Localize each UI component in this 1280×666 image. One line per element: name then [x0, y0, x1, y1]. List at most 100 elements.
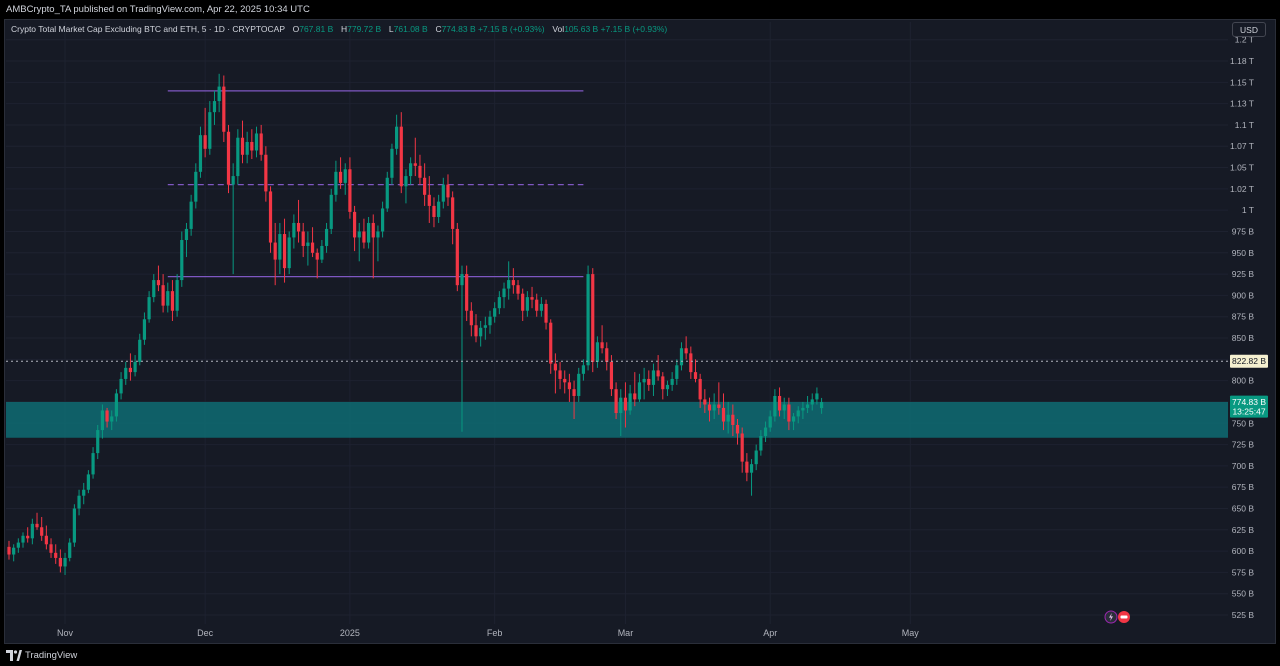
tradingview-logo-icon [6, 650, 22, 661]
last-price-box [1230, 395, 1268, 418]
candle [133, 355, 137, 377]
candle [77, 489, 81, 516]
candle [320, 240, 324, 264]
candle [156, 265, 161, 292]
candle-body [352, 211, 357, 238]
candle [763, 421, 768, 443]
volume-label: Vol [552, 24, 565, 34]
candle [236, 129, 240, 185]
candle-body [306, 242, 310, 246]
y-tick-label: 1 T [1242, 205, 1254, 215]
candle-body [278, 234, 282, 260]
candle [535, 293, 539, 317]
candle [203, 107, 207, 158]
candle-body [409, 163, 413, 177]
candle [208, 101, 212, 155]
candle [376, 225, 380, 262]
candle [745, 453, 749, 482]
candle [502, 282, 506, 309]
candle-body [558, 370, 562, 379]
chart-icons[interactable] [1104, 610, 1132, 624]
candle-body [791, 416, 796, 422]
candle-body [563, 378, 567, 383]
candle [553, 353, 557, 394]
candle [259, 124, 263, 161]
symbol-title[interactable]: Crypto Total Market Cap Excluding BTC an… [11, 24, 285, 34]
candle-body [651, 370, 656, 385]
candle [628, 384, 632, 415]
candle-body [292, 222, 296, 238]
candle-body [222, 86, 226, 132]
candle [72, 504, 76, 547]
candle-body [119, 378, 123, 394]
candle [329, 188, 333, 235]
candle-body [399, 126, 403, 187]
candle-body [642, 378, 646, 383]
candle-body [535, 299, 539, 311]
candle [21, 532, 25, 548]
candle-body [63, 557, 67, 567]
candle-body [437, 201, 441, 217]
y-tick-label: 925 B [1232, 269, 1255, 279]
candle [423, 163, 427, 206]
last-price-label: 774.83 B [1232, 397, 1266, 407]
candle [530, 286, 534, 309]
candle [142, 312, 147, 345]
candle [661, 372, 665, 400]
candle [40, 517, 44, 541]
lightning-icon[interactable] [1104, 610, 1118, 624]
candle [54, 544, 58, 564]
candle [198, 126, 203, 178]
currency-button[interactable]: USD [1232, 22, 1266, 37]
candle-body [296, 222, 301, 232]
candle-body [362, 231, 366, 243]
candle-body [731, 414, 735, 425]
candle [385, 171, 389, 212]
candle-body [735, 424, 740, 434]
candle [362, 218, 366, 249]
candle-body [231, 176, 235, 185]
candle [591, 268, 595, 373]
candle-body [12, 547, 16, 555]
candle-body [390, 148, 394, 178]
candle-body [451, 197, 455, 229]
candle [637, 373, 642, 402]
volume-value: 105.63 B +7.15 B (+0.93%) [564, 24, 668, 34]
y-tick-label: 900 B [1232, 290, 1255, 300]
x-tick-label: Feb [487, 628, 503, 638]
x-axis[interactable]: Nov Dec 2025 Feb Mar Apr May [57, 628, 919, 638]
candle [343, 163, 347, 195]
close-label: C [435, 24, 442, 34]
candle-body [96, 430, 100, 454]
candle-body [633, 393, 637, 400]
candle-body [609, 361, 614, 390]
candle-body [427, 194, 431, 206]
candle-body [717, 404, 721, 408]
candle [250, 129, 254, 160]
candle-body [82, 489, 86, 496]
chart-legend[interactable]: Crypto Total Market Cap Excluding BTC an… [11, 22, 667, 36]
candle [334, 160, 338, 202]
candle-body [675, 365, 679, 379]
candle [451, 191, 455, 245]
candle [521, 288, 525, 321]
candle [516, 280, 520, 300]
candle [184, 222, 189, 258]
candle [348, 157, 352, 219]
candle [437, 194, 441, 223]
candle-body [54, 552, 58, 558]
y-tick-label: 1.02 T [1230, 184, 1254, 194]
candle-body [21, 535, 25, 543]
candle [455, 222, 459, 292]
y-tick-label: 875 B [1232, 312, 1255, 322]
candle-body [357, 231, 361, 238]
y-axis[interactable]: 1.2 T 1.18 T 1.15 T 1.13 T 1.1 T 1.07 T 1.05 T… [1230, 35, 1268, 620]
candle-body [707, 404, 712, 411]
chart-frame[interactable] [4, 19, 1276, 644]
y-tick-label: 750 B [1232, 418, 1255, 428]
candle-body [175, 280, 179, 311]
candle-body [310, 242, 315, 253]
candle [712, 393, 716, 419]
alert-icon[interactable] [1118, 611, 1130, 623]
